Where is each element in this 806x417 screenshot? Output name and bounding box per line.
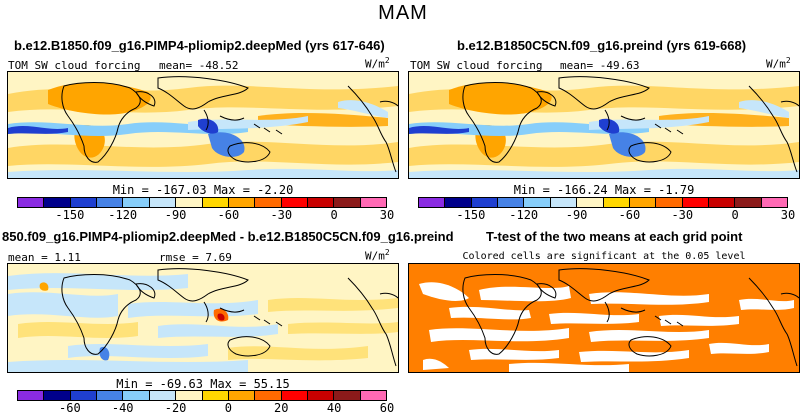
colorbar-swatch (228, 391, 256, 400)
colorbar-swatch (149, 198, 177, 207)
panel-title-deepmed: b.e12.B1850.f09_g16.PIMP4-pliomip2.deepM… (14, 38, 385, 53)
mean-label: mean = 1.11 (8, 251, 81, 264)
colorbar-swatch (360, 391, 387, 400)
min-max-label: Min = -166.24 Max = -1.79 (513, 183, 695, 197)
colorbar-difference: -60 -40 -20 0 20 40 60 (17, 390, 394, 415)
colorbar-swatch (656, 198, 683, 207)
colorbar-swatch (498, 198, 525, 207)
colorbar-swatch (445, 198, 472, 207)
colorbar-swatch (255, 198, 282, 207)
colorbar-swatch (149, 391, 177, 400)
colorbar-swatch (334, 198, 361, 207)
units-label: W/m2 (365, 248, 390, 263)
colorbar-swatch (18, 198, 45, 207)
colorbar-tick-label: -120 (108, 208, 138, 222)
ttest-subtitle: Colored cells are significant at the 0.0… (462, 251, 746, 262)
colorbar-tick-label: -150 (55, 208, 85, 222)
colorbar-swatch (18, 391, 45, 400)
colorbar-tick-label: 0 (731, 208, 739, 222)
colorbar-tick-label: -40 (111, 401, 134, 415)
colorbar-tick-label: -60 (59, 401, 81, 415)
panel-title-difference: 850.f09_g16.PIMP4-pliomip2.deepMed - b.e… (2, 229, 454, 244)
units-label: W/m2 (365, 56, 390, 71)
colorbar-tick-label: -30 (671, 208, 694, 222)
mean-label: mean= -49.63 (560, 59, 640, 72)
colorbar-swatch (44, 391, 71, 400)
colorbar-tick-label: -20 (164, 401, 187, 415)
colorbar-swatch (228, 198, 256, 207)
colorbar-swatch (550, 198, 578, 207)
colorbar-swatch (629, 198, 657, 207)
colorbar-swatch (307, 198, 335, 207)
colorbar-tick-label: 20 (274, 401, 289, 415)
colorbar-tick-label: 0 (330, 208, 338, 222)
colorbar-swatch (202, 391, 229, 400)
map-panel-ttest (408, 263, 800, 373)
colorbar-swatch (44, 198, 71, 207)
colorbar-swatch (123, 391, 150, 400)
map-panel-deepmed (7, 71, 399, 179)
colorbar-tick-label: -60 (217, 208, 240, 222)
colorbar-swatch (761, 198, 788, 207)
colorbar-swatch (281, 391, 308, 400)
colorbar-swatch (70, 391, 98, 400)
rmse-label: rmse = 7.69 (159, 251, 232, 264)
colorbar-swatch (70, 198, 98, 207)
colorbar-tick-label: -120 (509, 208, 539, 222)
colorbar-tick-label: -150 (456, 208, 486, 222)
map-panel-difference (7, 263, 399, 373)
colorbar-swatch (524, 198, 551, 207)
colorbar-swatch (307, 391, 335, 400)
colorbar-swatch (202, 198, 229, 207)
colorbar-swatch (97, 391, 124, 400)
colorbar-tick-label: 30 (379, 208, 395, 222)
colorbar-deepmed: -150 -120 -90 -60 -30 0 30 (17, 197, 394, 222)
colorbar-swatch (735, 198, 762, 207)
colorbar-tick-label: 40 (326, 401, 342, 415)
colorbar-swatch (603, 198, 630, 207)
panel-title-preind: b.e12.B1850C5CN.f09_g16.preind (yrs 619-… (457, 38, 747, 53)
colorbar-swatch (281, 198, 308, 207)
season-title: MAM (378, 2, 428, 24)
colorbar-swatch (176, 391, 203, 400)
colorbar-swatch (360, 198, 387, 207)
colorbar-preind: -150 -120 -90 -60 -30 0 30 (418, 197, 795, 222)
colorbar-tick-label: -90 (565, 208, 588, 222)
colorbar-swatch (334, 391, 361, 400)
colorbar-tick-label: -30 (270, 208, 293, 222)
colorbar-tick-label: 0 (224, 401, 233, 415)
min-max-label: Min = -69.63 Max = 55.15 (116, 377, 290, 391)
colorbar-swatch (176, 198, 203, 207)
field-label: TOM SW cloud forcing (410, 59, 543, 72)
colorbar-swatch (471, 198, 499, 207)
mean-label: mean= -48.52 (159, 59, 239, 72)
colorbar-tick-label: 60 (379, 401, 395, 415)
colorbar-swatch (255, 391, 282, 400)
min-max-label: Min = -167.03 Max = -2.20 (112, 183, 294, 197)
colorbar-tick-label: -90 (164, 208, 187, 222)
colorbar-swatch (123, 198, 150, 207)
colorbar-swatch (577, 198, 604, 207)
field-label: TOM SW cloud forcing (8, 59, 141, 72)
units-label: W/m2 (766, 56, 791, 71)
panel-title-ttest: T-test of the two means at each grid poi… (486, 229, 743, 244)
colorbar-tick-label: -60 (618, 208, 641, 222)
colorbar-swatch (682, 198, 709, 207)
colorbar-swatch (97, 198, 124, 207)
colorbar-swatch (708, 198, 736, 207)
colorbar-tick-label: 30 (780, 208, 796, 222)
colorbar-swatch (419, 198, 446, 207)
map-panel-preind (408, 71, 800, 179)
